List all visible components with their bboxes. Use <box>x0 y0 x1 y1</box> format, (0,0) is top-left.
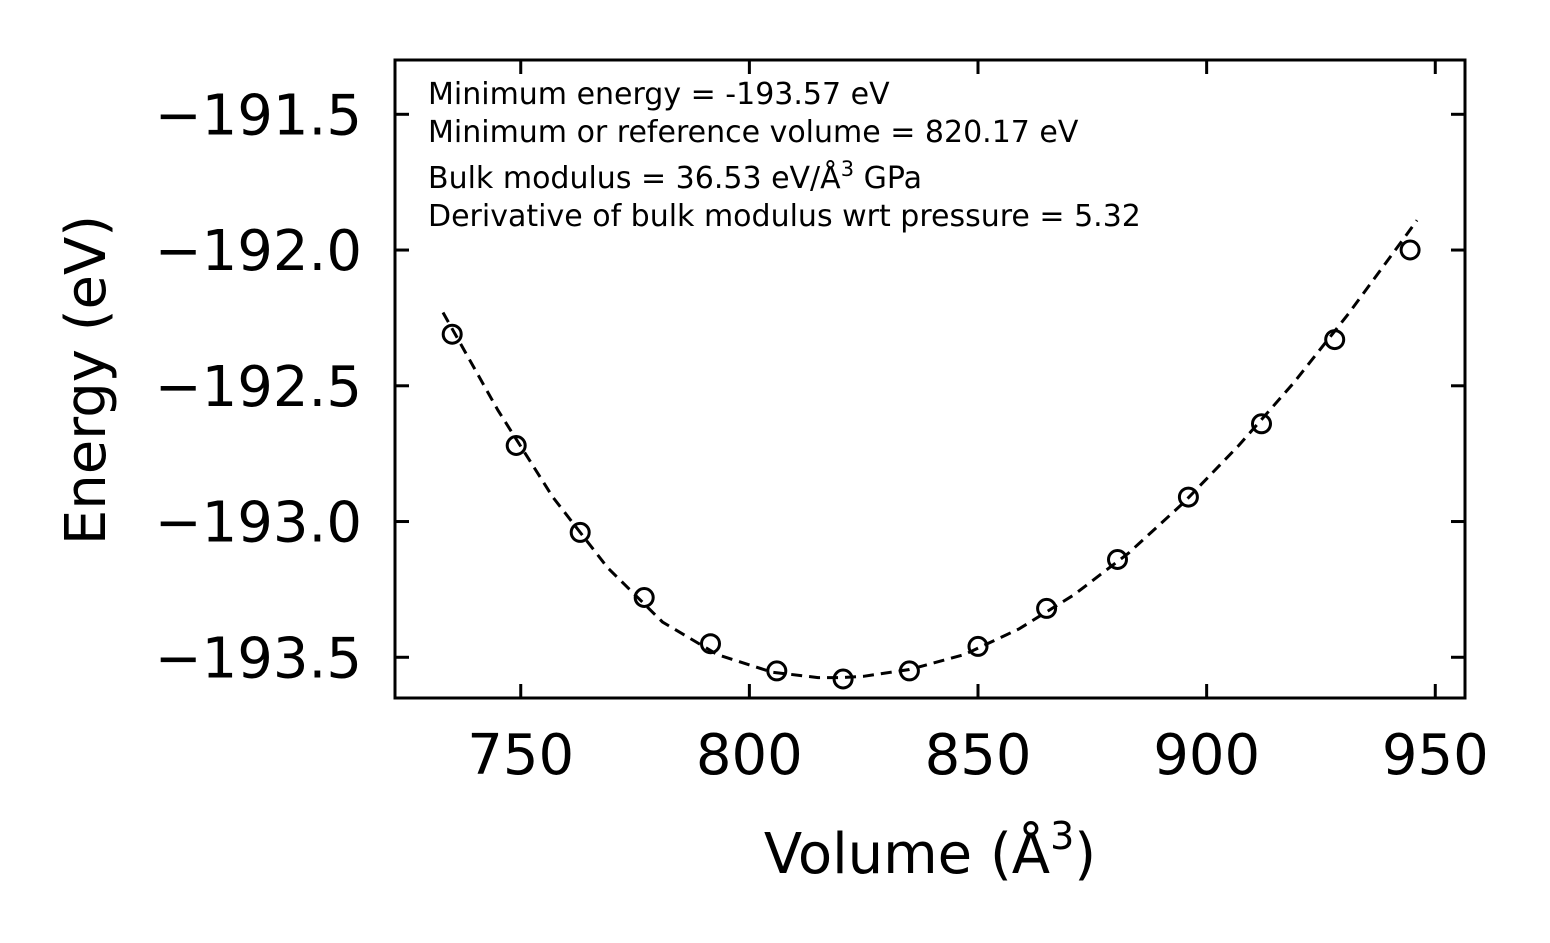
y-tick-label: −193.0 <box>155 491 362 556</box>
fit-curve-layer <box>441 219 1419 680</box>
x-axis-label: Volume (Å3) <box>764 814 1096 887</box>
data-point <box>1036 597 1058 619</box>
data-point <box>1251 413 1272 435</box>
data-points-layer <box>441 239 1421 690</box>
annotation-bulk-modulus-superscript: 3 <box>841 157 854 181</box>
y-tick-label: −192.5 <box>155 355 362 420</box>
data-point <box>1107 549 1128 570</box>
y-tick-label: −191.5 <box>155 83 362 148</box>
x-tick-label: 950 <box>1382 723 1489 788</box>
x-tick-label: 850 <box>925 723 1032 788</box>
x-axis-ticks: 750 800 850 900 950 <box>467 60 1489 788</box>
x-tick-label: 900 <box>1153 723 1260 788</box>
x-tick-label: 800 <box>696 723 803 788</box>
data-point <box>1324 329 1346 351</box>
y-tick-label: −192.0 <box>155 219 362 284</box>
annotation-bulk-modulus-derivative: Derivative of bulk modulus wrt pressure … <box>428 199 1141 234</box>
x-axis-label-close: ) <box>1074 822 1096 887</box>
data-point <box>569 521 591 543</box>
data-point <box>766 660 788 682</box>
data-point <box>441 323 463 345</box>
y-tick-label: −193.5 <box>155 626 362 691</box>
fit-line <box>441 219 1419 680</box>
annotation-min-energy: Minimum energy = -193.57 eV <box>428 77 890 112</box>
data-point <box>633 587 655 608</box>
y-axis-ticks: −191.5 −192.0 −192.5 −193.0 −193.5 <box>155 83 1465 691</box>
annotation-min-volume: Minimum or reference volume = 820.17 eV <box>428 115 1079 150</box>
data-point <box>1177 486 1199 508</box>
x-tick-label: 750 <box>467 723 574 788</box>
annotation-bulk-modulus: Bulk modulus = 36.53 eV/Å3 GPa <box>428 157 922 196</box>
fit-parameters-annotation: Minimum energy = -193.57 eV Minimum or r… <box>428 77 1141 234</box>
plot-frame <box>393 58 1467 700</box>
annotation-bulk-modulus-unit: GPa <box>854 161 922 196</box>
data-point <box>967 635 989 657</box>
data-point <box>505 435 527 456</box>
data-point <box>700 633 721 655</box>
data-point <box>1399 239 1421 261</box>
y-axis-label: Energy (eV) <box>54 215 119 545</box>
data-point <box>832 668 854 690</box>
x-axis-label-superscript: 3 <box>1050 814 1074 858</box>
data-point <box>898 660 920 682</box>
